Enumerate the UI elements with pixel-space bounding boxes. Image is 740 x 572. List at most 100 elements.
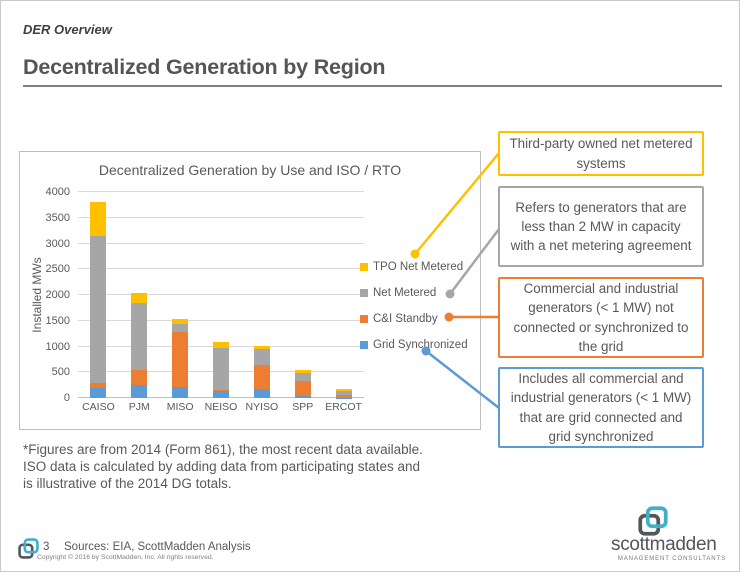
callout-text: Third-party owned net metered systems — [509, 136, 693, 171]
legend-item: Grid Synchronized — [360, 339, 468, 351]
gridline — [78, 294, 364, 295]
bar-segment — [253, 365, 270, 389]
legend-item: C&I Standby — [360, 313, 438, 325]
bar-slot — [241, 192, 282, 398]
x-axis-label: MISO — [166, 401, 194, 413]
page-number: 3 — [43, 541, 50, 553]
bar-slot — [78, 192, 119, 398]
bar-segment — [131, 369, 148, 386]
bar-segment — [294, 370, 311, 373]
slide-eyebrow: DER Overview — [23, 22, 112, 37]
legend-label: TPO Net Metered — [373, 261, 464, 273]
bar-slot — [160, 192, 201, 398]
bar-segment — [172, 386, 189, 398]
x-axis-label: CAISO — [82, 401, 115, 413]
bar-segment — [90, 202, 107, 236]
x-axis-label: NYISO — [245, 401, 279, 413]
bar-segment — [131, 385, 148, 398]
legend-label: Grid Synchronized — [373, 339, 468, 351]
legend-swatch — [360, 341, 368, 349]
callout-net-metered: Refers to generators that are less than … — [498, 186, 704, 267]
page-title: Decentralized Generation by Region — [23, 55, 386, 79]
legend-swatch — [360, 263, 368, 271]
y-tick-label: 1000 — [45, 340, 70, 353]
scottmadden-logo-mark-icon — [638, 506, 668, 536]
bar-slot — [201, 192, 242, 398]
gridline — [78, 268, 364, 270]
bar-ercot — [335, 389, 352, 398]
logo-wordmark: scottmadden — [611, 534, 717, 555]
bar-segment — [335, 394, 352, 398]
bar-slot — [323, 192, 364, 398]
bar-segment — [213, 391, 229, 398]
x-axis-label: SPP — [292, 401, 314, 413]
sources-text: Sources: EIA, ScottMadden Analysis — [64, 541, 251, 553]
bar-segment — [253, 345, 270, 350]
bar-segment — [253, 349, 270, 366]
y-tick-label: 500 — [51, 366, 70, 379]
bar-segment — [90, 383, 107, 388]
gridline — [78, 191, 364, 192]
chart-title: Decentralized Generation by Use and ISO … — [98, 162, 402, 178]
bar-segment — [335, 390, 352, 395]
bar-segment — [335, 397, 352, 398]
bar-slot — [119, 192, 160, 398]
copyright-text: Copyright © 2016 by ScottMadden, Inc. Al… — [37, 554, 214, 561]
bar-caiso — [90, 202, 107, 398]
y-tick-label: 2500 — [45, 263, 70, 276]
bar-neiso — [213, 342, 229, 398]
bar-segment — [213, 389, 229, 392]
bar-segment — [172, 332, 189, 387]
callout-text: Refers to generators that are less than … — [510, 199, 692, 254]
x-axis-label: PJM — [128, 401, 150, 413]
y-tick-label: 1500 — [45, 314, 70, 327]
callout-text: Includes all commercial and industrial g… — [510, 371, 692, 444]
bar-miso — [172, 319, 189, 398]
y-tick-label: 3500 — [45, 211, 70, 224]
x-axis-label: ERCOT — [325, 401, 362, 413]
scottmadden-logo: scottmadden MANAGEMENT CONSULTANTS — [611, 506, 726, 562]
callout-tpo-net-metered: Third-party owned net metered systems — [498, 131, 704, 176]
legend-swatch — [360, 315, 368, 323]
callout-ci-standby: Commercial and industrial generators (< … — [498, 277, 704, 358]
bar-segment — [294, 372, 311, 382]
bar-segment — [294, 395, 311, 398]
bar-segment — [335, 389, 352, 391]
x-axis-label: NEISO — [204, 401, 238, 413]
bar-segment — [90, 235, 107, 384]
legend-label: C&I Standby — [373, 313, 438, 325]
y-tick-label: 3000 — [45, 237, 70, 250]
bar-pjm — [131, 293, 148, 398]
x-axis-labels: CAISO PJM MISO NEISO NYISO SPP ERCOT — [78, 401, 364, 413]
gridline — [78, 216, 364, 218]
title-divider — [23, 85, 722, 87]
y-tick-label: 0 — [63, 392, 70, 404]
bar-nyiso — [253, 345, 270, 398]
plot-area — [78, 191, 364, 398]
y-tick-label: 2000 — [45, 289, 70, 301]
y-axis-ticks: 0 500 1000 1500 2000 2500 3000 3500 4000 — [20, 186, 70, 404]
callout-grid-synchronized: Includes all commercial and industrial g… — [498, 367, 704, 448]
legend-swatch — [360, 289, 368, 297]
chart: Decentralized Generation by Use and ISO … — [19, 151, 481, 430]
bar-segment — [172, 323, 189, 333]
bar-segment — [172, 319, 189, 324]
bar-segment — [213, 342, 229, 349]
bar-segment — [90, 387, 107, 398]
footnote: *Figures are from 2014 (Form 861), the m… — [23, 442, 423, 491]
bar-segment — [131, 293, 148, 303]
logo-tagline: MANAGEMENT CONSULTANTS — [617, 556, 726, 562]
bar-spp — [294, 370, 311, 398]
legend-label: Net Metered — [373, 287, 437, 299]
bars — [78, 192, 364, 398]
bar-slot — [282, 192, 323, 398]
scottmadden-logo-mark-icon — [18, 538, 39, 559]
bar-segment — [253, 389, 270, 398]
legend-item: TPO Net Metered — [360, 261, 463, 273]
bar-segment — [131, 302, 148, 370]
gridline — [78, 319, 364, 321]
bar-segment — [294, 381, 311, 396]
callout-text: Commercial and industrial generators (< … — [513, 281, 689, 354]
y-tick-label: 4000 — [45, 186, 70, 198]
